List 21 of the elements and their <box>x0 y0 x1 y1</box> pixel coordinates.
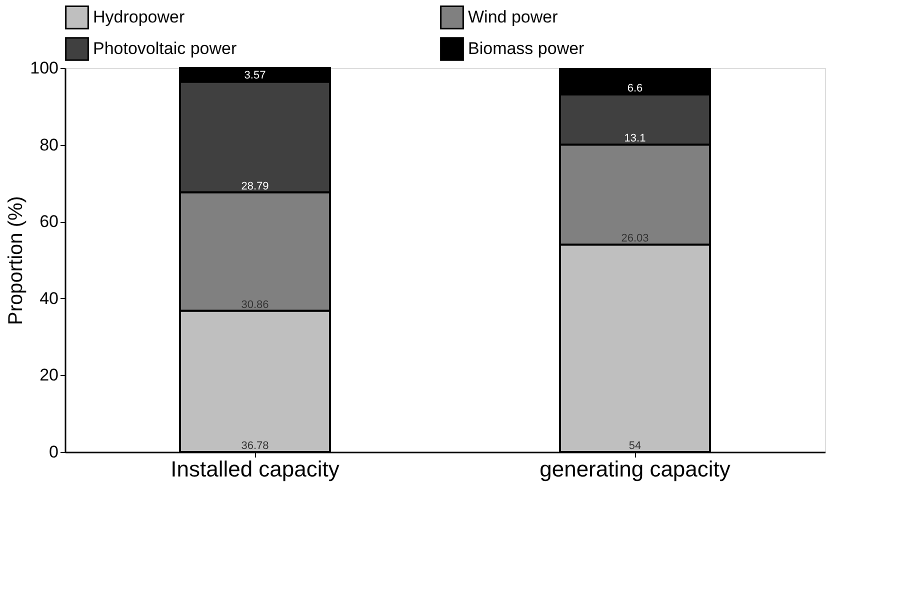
data-label: 30.86 <box>241 298 269 311</box>
data-label: 28.79 <box>241 180 269 192</box>
legend-label: Hydropower <box>93 7 185 26</box>
y-tick-label: 0 <box>49 442 58 462</box>
y-tick-label: 40 <box>40 288 58 308</box>
y-tick-label: 80 <box>40 135 58 154</box>
legend-label: Photovoltaic power <box>93 39 237 58</box>
data-label: 54 <box>628 440 642 452</box>
y-tick-label: 20 <box>40 366 58 385</box>
data-label: 6.6 <box>627 82 643 94</box>
y-axis-title: Proportion (%) <box>5 196 28 325</box>
data-label: 36.78 <box>241 440 269 452</box>
x-tick-label: Installed capacity <box>170 456 340 482</box>
data-label: 26.03 <box>621 232 649 245</box>
x-tick-label: generating capacity <box>540 456 730 482</box>
y-tick-label: 100 <box>30 58 58 78</box>
legend-label: Biomass power <box>468 39 585 58</box>
y-tick-label: 60 <box>40 212 58 232</box>
data-label: 3.57 <box>244 70 266 82</box>
legend-label: Wind power <box>468 7 558 26</box>
data-label: 13.1 <box>624 132 646 145</box>
